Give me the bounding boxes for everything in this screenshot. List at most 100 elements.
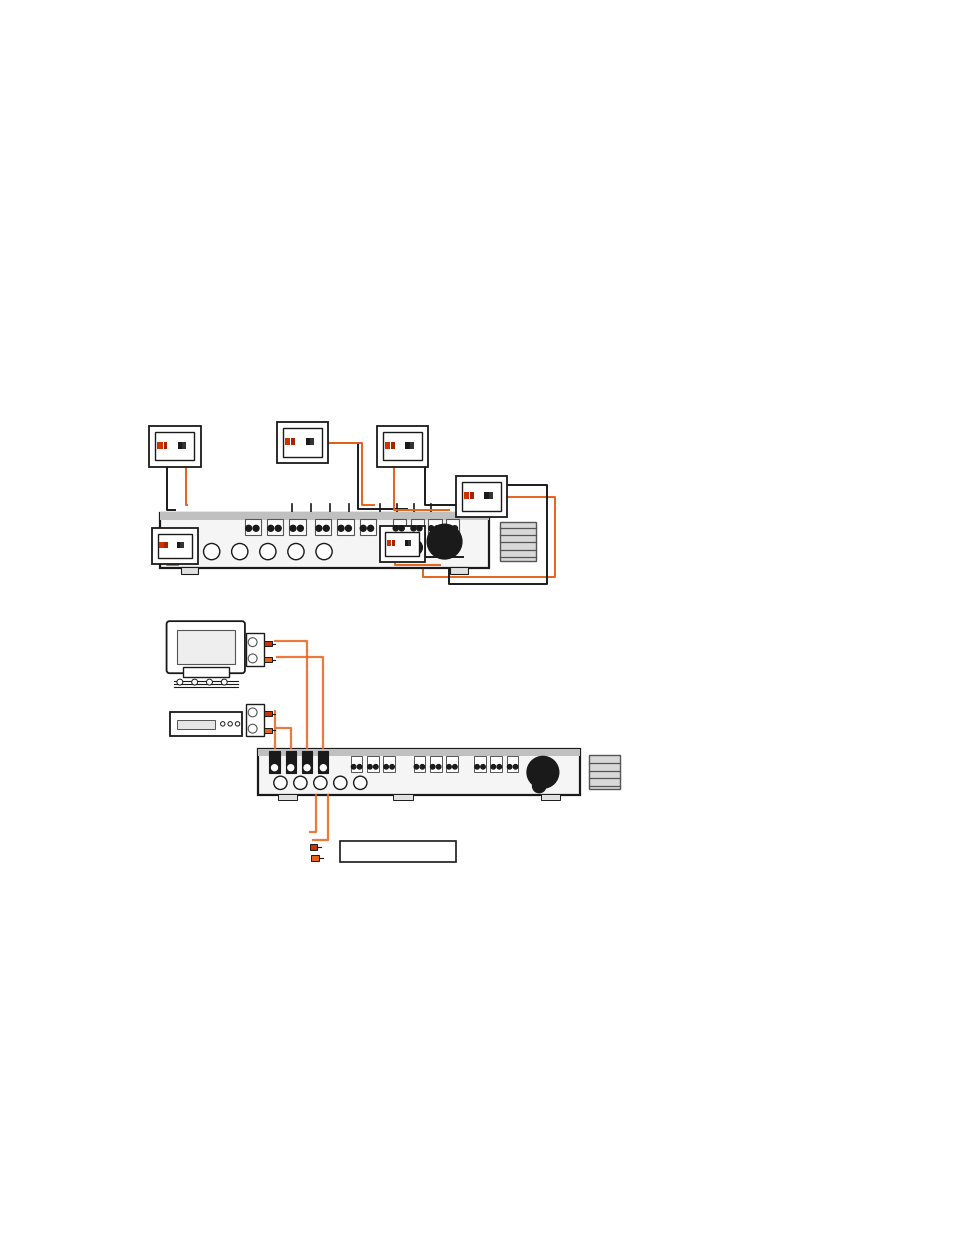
Circle shape xyxy=(274,776,287,789)
Circle shape xyxy=(351,764,355,769)
Bar xyxy=(367,756,378,772)
Circle shape xyxy=(453,764,456,769)
Bar xyxy=(385,531,419,556)
Bar xyxy=(269,751,279,773)
Circle shape xyxy=(268,525,274,531)
Bar xyxy=(489,492,493,499)
Bar xyxy=(264,727,272,732)
Bar xyxy=(428,519,441,535)
Bar xyxy=(474,756,485,772)
Circle shape xyxy=(446,764,451,769)
Bar xyxy=(176,630,234,664)
Circle shape xyxy=(323,525,329,531)
Bar xyxy=(446,519,459,535)
Circle shape xyxy=(419,764,424,769)
Bar xyxy=(152,527,197,564)
Circle shape xyxy=(315,543,332,559)
Circle shape xyxy=(360,525,366,531)
Circle shape xyxy=(357,764,361,769)
Bar xyxy=(176,720,214,729)
Bar xyxy=(310,845,317,850)
Bar xyxy=(462,483,500,510)
Bar xyxy=(310,438,314,445)
Circle shape xyxy=(176,679,183,685)
Bar xyxy=(413,756,425,772)
Bar xyxy=(393,794,412,800)
Circle shape xyxy=(272,764,277,771)
Circle shape xyxy=(248,708,256,716)
Circle shape xyxy=(532,779,545,793)
Bar xyxy=(180,542,183,548)
FancyBboxPatch shape xyxy=(167,621,245,673)
Bar xyxy=(245,519,261,535)
Bar xyxy=(540,794,559,800)
Bar xyxy=(404,540,409,546)
Circle shape xyxy=(446,526,451,531)
Circle shape xyxy=(228,721,233,726)
Bar xyxy=(385,442,390,448)
Circle shape xyxy=(315,525,321,531)
Circle shape xyxy=(354,776,367,789)
Circle shape xyxy=(527,757,558,788)
Circle shape xyxy=(304,764,310,771)
Bar xyxy=(264,711,272,716)
Bar xyxy=(450,567,468,574)
Bar xyxy=(506,756,518,772)
Circle shape xyxy=(206,679,213,685)
Circle shape xyxy=(398,526,404,531)
Bar xyxy=(339,841,456,862)
Circle shape xyxy=(367,525,374,531)
Bar xyxy=(405,442,410,448)
Circle shape xyxy=(320,764,326,771)
Circle shape xyxy=(452,526,457,531)
Bar xyxy=(283,429,321,457)
Bar xyxy=(164,542,168,548)
Circle shape xyxy=(367,764,372,769)
Circle shape xyxy=(248,637,256,647)
Circle shape xyxy=(314,776,327,789)
Circle shape xyxy=(383,764,388,769)
Bar xyxy=(289,519,305,535)
Circle shape xyxy=(203,543,219,559)
Bar xyxy=(408,540,411,546)
Bar xyxy=(291,438,294,445)
Circle shape xyxy=(393,526,398,531)
Bar xyxy=(149,426,200,467)
Circle shape xyxy=(221,679,227,685)
Circle shape xyxy=(192,679,197,685)
Bar xyxy=(359,519,375,535)
Bar xyxy=(258,750,579,795)
Bar xyxy=(410,442,414,448)
Bar xyxy=(170,711,242,736)
Bar xyxy=(155,432,193,461)
Circle shape xyxy=(491,764,495,769)
Bar xyxy=(393,519,406,535)
Circle shape xyxy=(288,764,294,771)
Circle shape xyxy=(414,764,418,769)
Bar xyxy=(258,750,579,756)
Bar xyxy=(383,432,421,461)
Circle shape xyxy=(427,525,461,558)
Bar xyxy=(387,540,391,546)
Bar xyxy=(278,794,297,800)
Circle shape xyxy=(246,525,252,531)
Bar xyxy=(264,657,272,662)
Bar xyxy=(160,513,488,520)
Bar xyxy=(456,475,507,517)
Bar xyxy=(177,442,183,448)
Circle shape xyxy=(334,776,347,789)
Circle shape xyxy=(220,721,225,726)
Circle shape xyxy=(345,525,351,531)
Circle shape xyxy=(232,543,248,559)
Bar xyxy=(337,519,354,535)
Bar xyxy=(246,634,264,666)
Bar xyxy=(317,751,328,773)
Bar xyxy=(376,426,428,467)
Circle shape xyxy=(337,525,344,531)
Bar xyxy=(383,756,395,772)
Bar xyxy=(157,534,192,558)
Circle shape xyxy=(390,764,394,769)
Bar xyxy=(446,756,457,772)
Bar xyxy=(314,519,331,535)
Bar xyxy=(499,522,535,561)
